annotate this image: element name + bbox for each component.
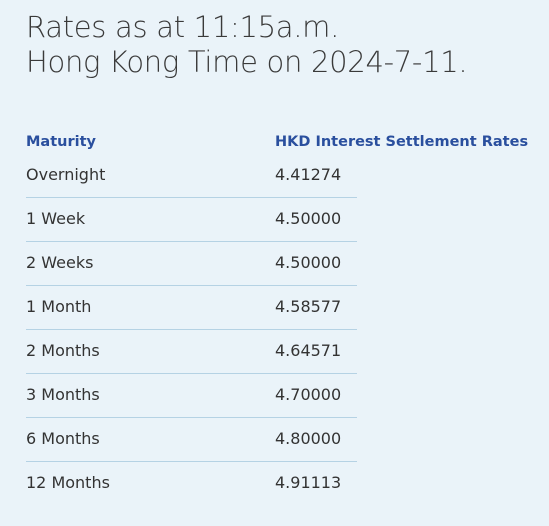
maturity-cell: 12 Months [26,473,110,492]
row-separator [26,373,357,374]
rate-cell: 4.64571 [275,341,342,360]
row-separator [26,417,357,418]
row-separator [26,329,357,330]
rate-cell: 4.80000 [275,429,342,448]
rate-cell: 4.50000 [275,209,342,228]
maturity-cell: 3 Months [26,385,100,404]
rate-cell: 4.91113 [275,473,342,492]
row-separator [26,197,357,198]
maturity-cell: 2 Months [26,341,100,360]
row-separator [26,241,357,242]
maturity-cell: 1 Week [26,209,86,228]
column-header: Maturity [26,134,96,150]
row-separator [26,285,357,286]
title-line: Rates as at 11:15a.m. [26,10,340,44]
maturity-cell: 2 Weeks [26,253,94,272]
maturity-cell: 6 Months [26,429,100,448]
row-separator [26,461,357,462]
maturity-cell: 1 Month [26,297,92,316]
rate-cell: 4.50000 [275,253,342,272]
rate-cell: 4.70000 [275,385,342,404]
rate-cell: 4.58577 [275,297,342,316]
maturity-cell: Overnight [26,165,106,184]
title-line: Hong Kong Time on 2024-7-11. [26,45,468,79]
rate-cell: 4.41274 [275,165,342,184]
column-header: HKD Interest Settlement Rates [275,134,529,150]
